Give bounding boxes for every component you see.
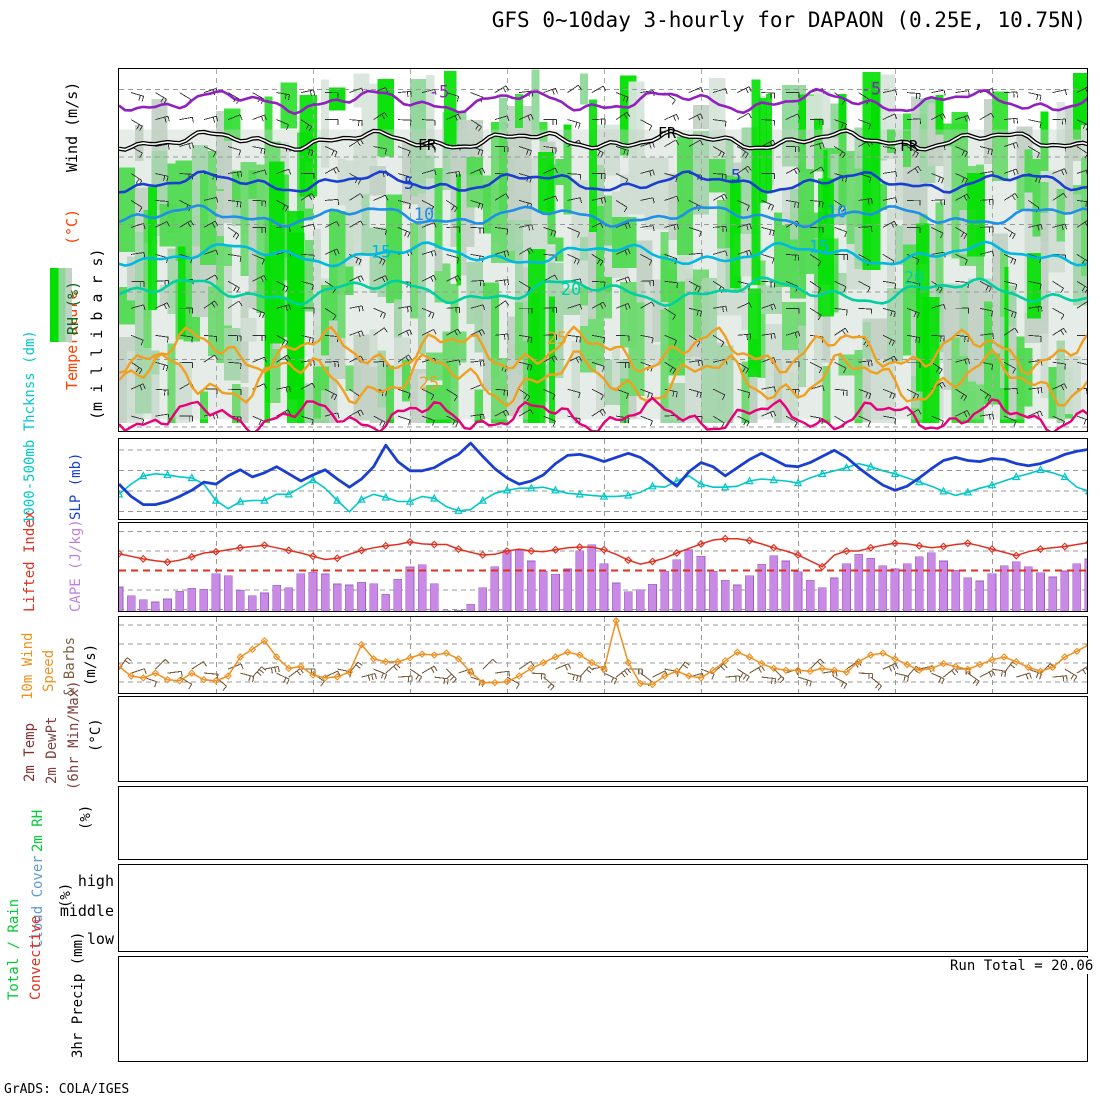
upper-air-rh-legend (50, 268, 72, 342)
temp2m-units-label: (°C) (88, 718, 104, 752)
run-total-annotation: Run Total = 20.06 (948, 958, 1096, 974)
upper-air-units-label: (m i l l i b a r s) (88, 248, 106, 420)
svg-text:20: 20 (904, 268, 924, 288)
svg-text:10: 10 (827, 202, 847, 222)
svg-text:25: 25 (419, 374, 439, 394)
rh2m-panel (118, 786, 1088, 860)
svg-text:20: 20 (561, 280, 581, 300)
wind10m-speed-label: Speed (41, 649, 57, 692)
slp-label: SLP (mb) (68, 452, 84, 520)
svg-text:5: 5 (731, 167, 741, 187)
cloud-row-high-label: high (77, 872, 114, 890)
temp2m-label: 2m Temp (22, 722, 38, 782)
upper-air-panel: -5 -5 FR FR FR 5 5 10 10 15 15 20 20 25 25 (118, 68, 1088, 432)
lifted-index-label: Lifted Index (22, 510, 38, 612)
thickness-label: 1000-500mb Thcknss (dm) (22, 330, 38, 524)
cloud-row-middle-label: middle (59, 902, 114, 920)
upper-air-degc-label: (°C) (63, 208, 81, 245)
wind10m-panel (118, 616, 1088, 694)
cape-label: CAPE (J/kg) (68, 519, 84, 612)
precip-convective-label: Convective (28, 915, 44, 1000)
dewpt2m-label: 2m DewPt (44, 716, 60, 784)
wind10m-label: 10m Wind (20, 632, 36, 700)
wind10m-units-label: (m/s) (83, 643, 99, 686)
precip-panel (118, 956, 1088, 1062)
temp2m-panel (118, 696, 1088, 782)
rh2m-units-label: (%) (78, 804, 94, 830)
svg-text:FR: FR (418, 136, 437, 154)
svg-text:10: 10 (414, 205, 434, 225)
svg-text:15: 15 (809, 237, 829, 257)
upper-air-rh-label: RH (%) (64, 280, 82, 335)
temp2m-minmax-label: (6hr Min/Max) (66, 680, 82, 790)
svg-text:-5: -5 (429, 82, 449, 102)
page-title: GFS 0~10day 3-hourly for DAPAON (0.25E, … (491, 8, 1086, 32)
cloud-row-low-label: low (86, 930, 114, 948)
svg-text:5: 5 (404, 174, 414, 194)
rh2m-label: 2m RH (30, 809, 46, 852)
svg-text:FR: FR (900, 137, 919, 155)
precip-axis-label: 3hr Precip (mm) (70, 931, 86, 1058)
cape-li-panel (118, 522, 1088, 612)
svg-text:25: 25 (547, 329, 567, 349)
svg-text:-5: -5 (861, 80, 881, 100)
upper-air-wind-label: Wind (m/s) (63, 81, 81, 172)
cloud-cover-panel (118, 864, 1088, 952)
thickness-slp-panel (118, 438, 1088, 520)
credit-label: GrADS: COLA/IGES (4, 1082, 130, 1097)
svg-text:FR: FR (658, 124, 677, 142)
svg-text:15: 15 (371, 243, 391, 263)
